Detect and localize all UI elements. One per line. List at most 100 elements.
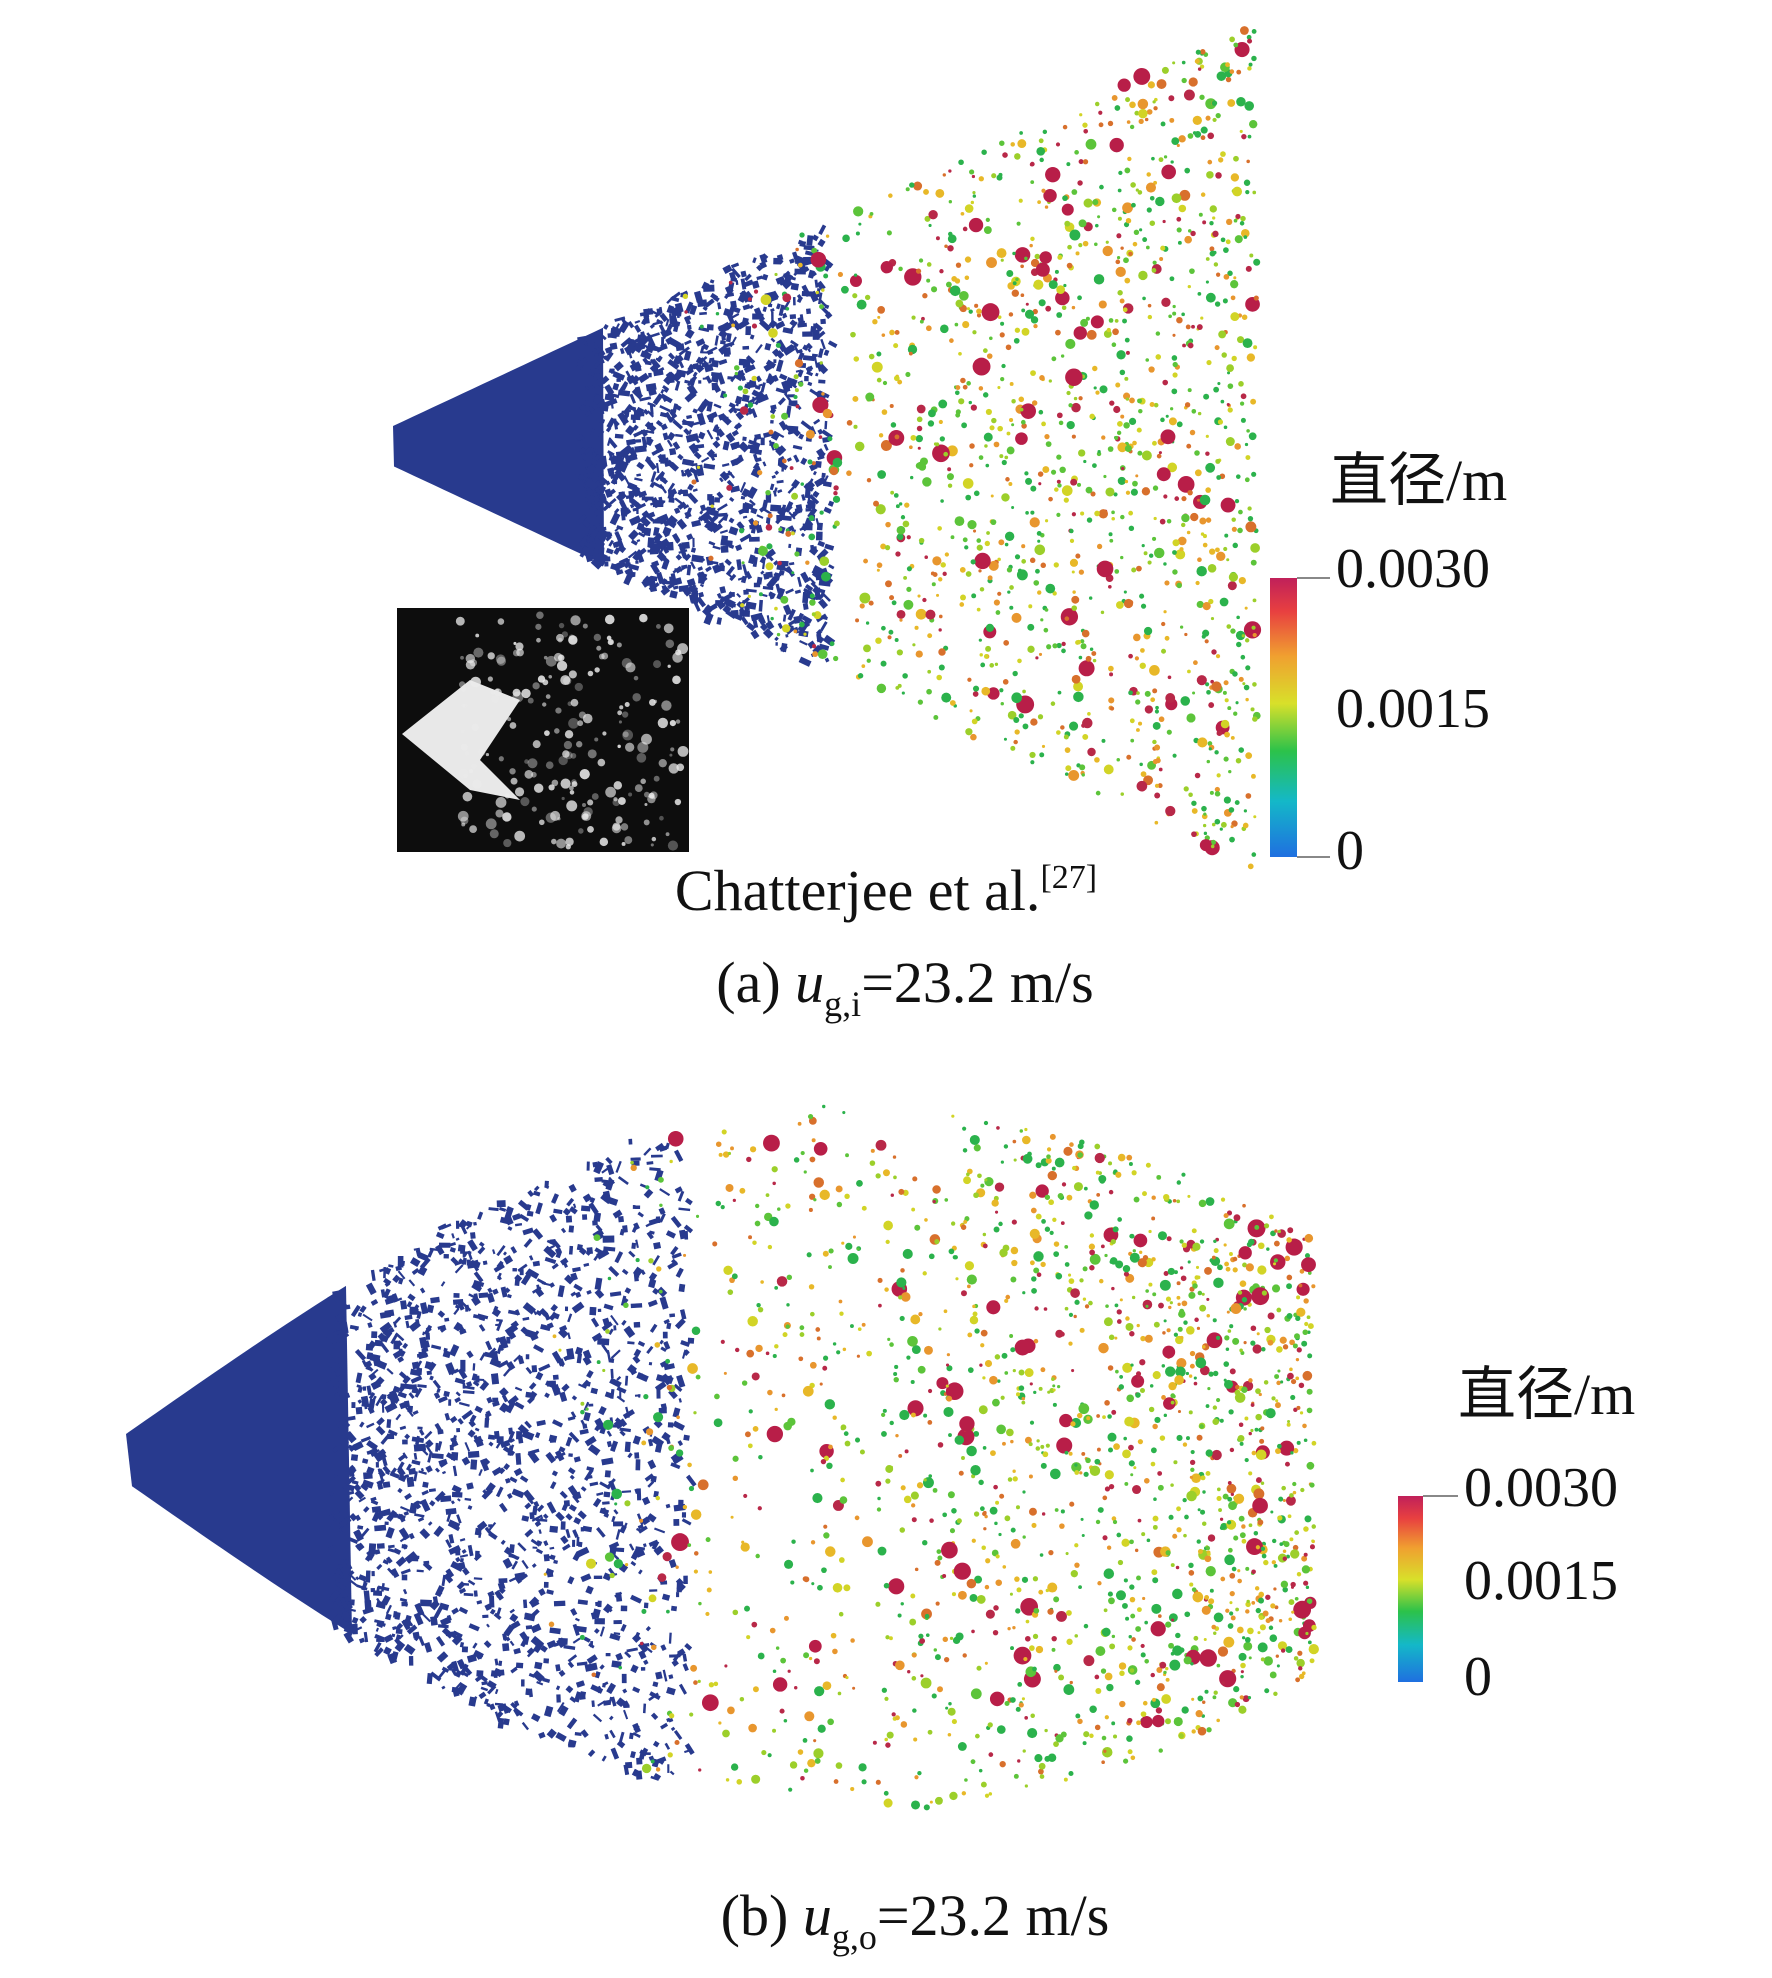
droplet xyxy=(895,551,901,557)
ligament xyxy=(728,517,735,524)
droplet xyxy=(1013,1646,1032,1665)
ligament xyxy=(632,1722,641,1734)
ligament xyxy=(639,396,652,402)
ligament xyxy=(376,1563,383,1570)
ligament xyxy=(740,270,747,278)
droplet xyxy=(1209,220,1214,226)
droplet xyxy=(1040,618,1044,622)
ligament xyxy=(509,1640,515,1647)
ligament xyxy=(516,1431,523,1440)
ligament xyxy=(762,558,766,570)
ligament xyxy=(437,1441,443,1451)
droplet xyxy=(1028,604,1033,609)
ligament xyxy=(452,1465,458,1477)
ligament xyxy=(602,1572,612,1581)
ligament xyxy=(724,285,732,293)
ligament xyxy=(355,1576,360,1581)
ligament xyxy=(437,1324,446,1330)
ligament xyxy=(543,1658,550,1664)
ligament xyxy=(780,515,792,521)
ligament xyxy=(587,344,596,353)
droplet xyxy=(1128,1460,1135,1467)
droplet xyxy=(1168,417,1177,426)
ligament xyxy=(569,1474,575,1480)
ligament xyxy=(598,352,608,360)
ligament xyxy=(575,514,588,526)
ligament xyxy=(373,1376,385,1388)
droplet xyxy=(915,268,922,274)
droplet xyxy=(899,618,903,622)
ligament xyxy=(675,539,681,544)
ligament xyxy=(546,1569,554,1578)
ligament xyxy=(678,1499,684,1509)
ligament xyxy=(787,608,796,621)
ligament xyxy=(579,545,588,558)
ligament xyxy=(332,1508,340,1516)
ligament xyxy=(592,1608,601,1619)
ligament xyxy=(665,371,677,383)
ligament xyxy=(582,1214,588,1220)
droplet xyxy=(1154,792,1161,799)
droplet xyxy=(899,1315,905,1322)
ligament xyxy=(688,442,700,455)
droplet xyxy=(766,1425,784,1443)
droplet xyxy=(1056,285,1065,294)
droplet xyxy=(881,333,886,337)
droplet xyxy=(943,451,949,457)
droplet xyxy=(1228,769,1232,774)
ligament xyxy=(494,1669,505,1677)
ligament xyxy=(488,1441,494,1447)
droplet xyxy=(695,1214,700,1218)
droplet xyxy=(1178,204,1187,213)
ligament xyxy=(730,300,737,308)
ligament xyxy=(792,444,803,451)
ligament xyxy=(532,1190,541,1197)
ligament xyxy=(672,585,679,590)
ligament xyxy=(546,1639,557,1649)
droplet xyxy=(1230,295,1236,301)
ligament xyxy=(543,1581,549,1588)
droplet xyxy=(1248,432,1257,441)
droplet xyxy=(966,381,971,386)
droplet xyxy=(1006,1428,1014,1437)
ligament xyxy=(421,1612,431,1623)
ligament xyxy=(338,1389,348,1400)
droplet xyxy=(1213,262,1219,267)
droplet xyxy=(1216,730,1223,737)
droplet xyxy=(853,424,858,429)
droplet xyxy=(1138,270,1148,281)
droplet xyxy=(1109,672,1114,677)
droplet xyxy=(1176,421,1183,428)
ligament xyxy=(764,552,774,562)
droplet xyxy=(1229,1252,1233,1256)
ligament xyxy=(462,1582,470,1586)
ligament xyxy=(615,1529,621,1540)
droplet xyxy=(1057,690,1062,695)
droplet xyxy=(1301,1565,1311,1574)
ligament xyxy=(672,441,681,450)
ligament xyxy=(528,1382,537,1390)
droplet xyxy=(899,1409,910,1421)
droplet xyxy=(1238,747,1245,753)
droplet xyxy=(693,1680,698,1685)
ligament xyxy=(499,1402,509,1413)
droplet xyxy=(1137,450,1143,456)
droplet xyxy=(611,1488,622,1500)
droplet xyxy=(1000,702,1004,706)
ligament xyxy=(484,1418,490,1428)
ligament xyxy=(602,1181,612,1189)
droplet xyxy=(805,560,810,565)
ligament xyxy=(655,357,661,362)
ligament xyxy=(654,1169,664,1182)
ligament xyxy=(370,1496,377,1502)
ligament xyxy=(606,1164,615,1176)
droplet xyxy=(938,577,943,582)
droplet xyxy=(1045,166,1061,183)
ligament xyxy=(634,365,642,372)
droplet xyxy=(995,610,1001,615)
droplet xyxy=(998,539,1005,546)
ligament xyxy=(684,315,692,321)
ligament xyxy=(387,1429,398,1437)
droplet xyxy=(1207,132,1215,140)
ligament xyxy=(455,1391,461,1397)
